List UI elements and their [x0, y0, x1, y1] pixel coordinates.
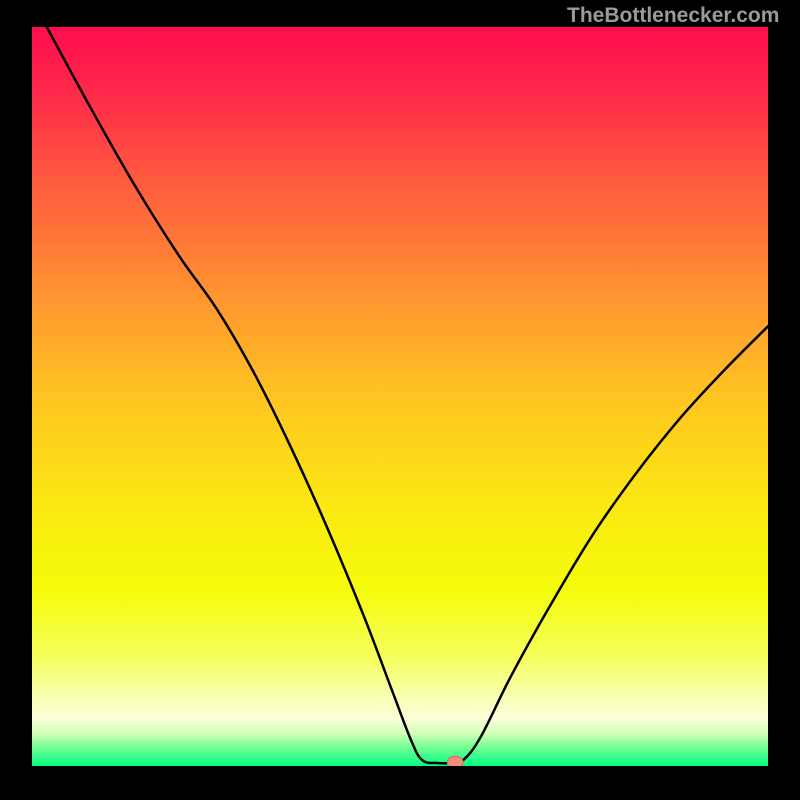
watermark-text: TheBottlenecker.com: [567, 4, 779, 28]
optimal-point-marker: [447, 756, 463, 766]
chart-svg: [32, 27, 768, 766]
bottleneck-chart: [32, 27, 768, 766]
chart-background: [32, 27, 768, 766]
